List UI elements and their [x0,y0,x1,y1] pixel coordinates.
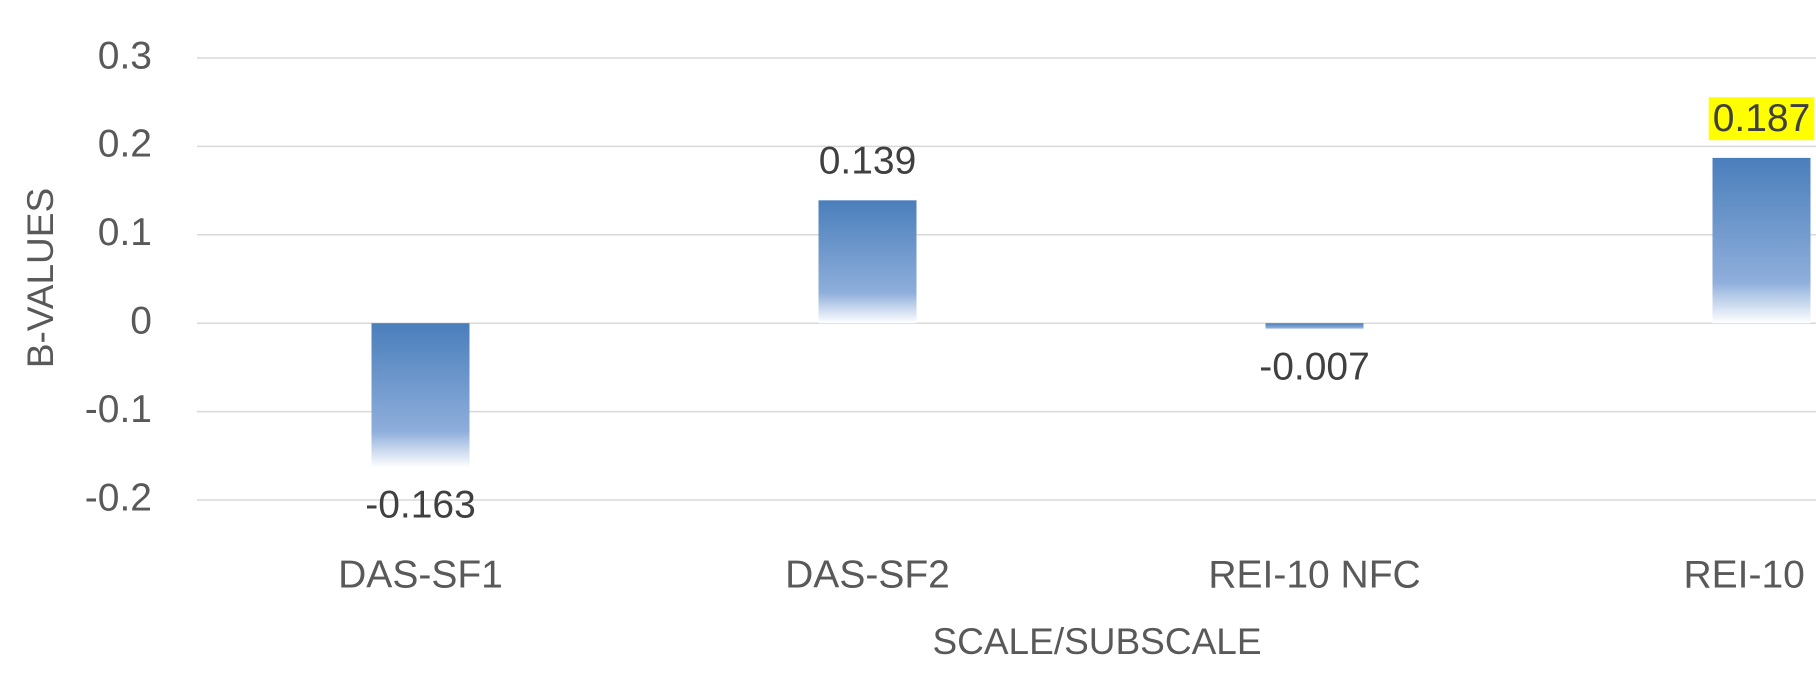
y-tick-label: -0.2 [85,476,152,519]
data-label-group: 0.187 [1708,97,1815,141]
data-label: -0.163 [365,484,476,527]
bar [371,323,470,468]
data-label: -0.007 [1259,346,1370,389]
data-label-group: -0.007 [1259,346,1370,389]
y-tick-label: 0.2 [98,123,152,166]
x-tick-label: DAS-SF1 [338,553,503,596]
bar [1265,323,1364,330]
data-label-highlight [1708,97,1815,141]
x-axis-title: SCALE/SUBSCALE [932,621,1261,662]
x-tick-label: REI-10 F [1683,553,1816,596]
data-label-group: -0.163 [365,484,476,527]
data-label: 0.187 [1713,97,1811,140]
y-tick-label: 0 [130,299,152,342]
bar [1712,157,1811,324]
y-tick-label: 0.3 [98,34,152,77]
data-label: 0.139 [819,140,917,183]
x-tick-label: REI-10 NFC [1208,553,1420,596]
y-axis-title: B-VALUES [20,188,61,368]
data-label-group: 0.139 [819,140,917,183]
x-tick-label: DAS-SF2 [785,553,950,596]
y-tick-label: 0.1 [98,211,152,254]
y-tick-label: -0.1 [85,388,152,431]
bar [818,200,917,324]
